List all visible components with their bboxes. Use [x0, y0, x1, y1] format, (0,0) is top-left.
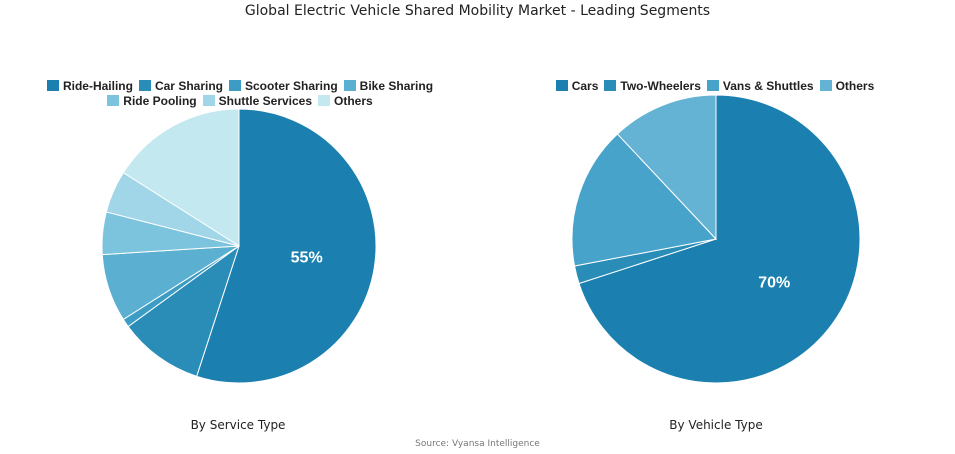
legend-label: Vans & Shuttles	[722, 79, 814, 93]
legend-swatch	[228, 80, 241, 91]
legend-swatch	[604, 80, 617, 91]
legend-swatch	[138, 80, 151, 91]
legend-label: Others	[835, 79, 875, 93]
legend-label: Ride Pooling	[123, 94, 197, 108]
legend-item: Others	[318, 94, 373, 109]
legend-item: Shuttle Services	[202, 94, 313, 109]
legend-service-type: Ride-Hailing Car Sharing Scooter Sharing Bi…	[5, 79, 475, 109]
legend-swatch	[107, 95, 120, 106]
legend-item: Ride Pooling	[107, 94, 197, 109]
legend-swatch	[46, 80, 59, 91]
legend-label: Cars	[571, 79, 599, 93]
caption-vehicle-type: By Vehicle Type	[669, 418, 763, 432]
legend-swatch	[555, 80, 568, 91]
legend-swatch	[706, 80, 719, 91]
chart-title: Global Electric Vehicle Shared Mobility …	[244, 3, 711, 19]
legend-label: Scooter Sharing	[244, 79, 338, 93]
legend-label: Two-Wheelers	[620, 79, 701, 93]
pie-slice-car-sharing	[127, 244, 240, 377]
legend-item: Two-Wheelers	[604, 79, 701, 94]
legend-item: Others	[819, 79, 875, 94]
pie-slice-vans-shuttles	[571, 133, 717, 267]
pie-slice-cars	[578, 94, 861, 384]
legend-item: Bike Sharing	[343, 79, 434, 94]
legend-swatch	[343, 80, 356, 91]
legend-label: Bike Sharing	[359, 79, 434, 93]
legend-item: Ride-Hailing	[46, 79, 133, 94]
pie-slice-ride-hailing	[196, 108, 377, 384]
pie-percent-label: 55%	[291, 250, 323, 267]
legend-item: Car Sharing	[138, 79, 223, 94]
caption-service-type: By Service Type	[190, 418, 286, 432]
legend-swatch	[819, 80, 832, 91]
pie-slice-others	[616, 94, 717, 241]
legend-label: Others	[334, 94, 373, 108]
pie-slice-others	[122, 108, 240, 247]
legend-label: Car Sharing	[154, 79, 223, 93]
legend-vehicle-type: Cars Two-Wheelers Vans & Shuttles Others	[540, 79, 890, 94]
legend-swatch	[318, 95, 331, 106]
legend-item: Scooter Sharing	[228, 79, 338, 94]
legend-swatch	[202, 95, 215, 106]
source-note: Source: Vyansa Intelligence	[415, 439, 540, 449]
pie-percent-label: 70%	[758, 274, 790, 291]
legend-label: Shuttle Services	[218, 94, 313, 108]
legend-item: Cars	[555, 79, 599, 94]
legend-label: Ride-Hailing	[62, 79, 133, 93]
legend-item: Vans & Shuttles	[706, 79, 814, 94]
